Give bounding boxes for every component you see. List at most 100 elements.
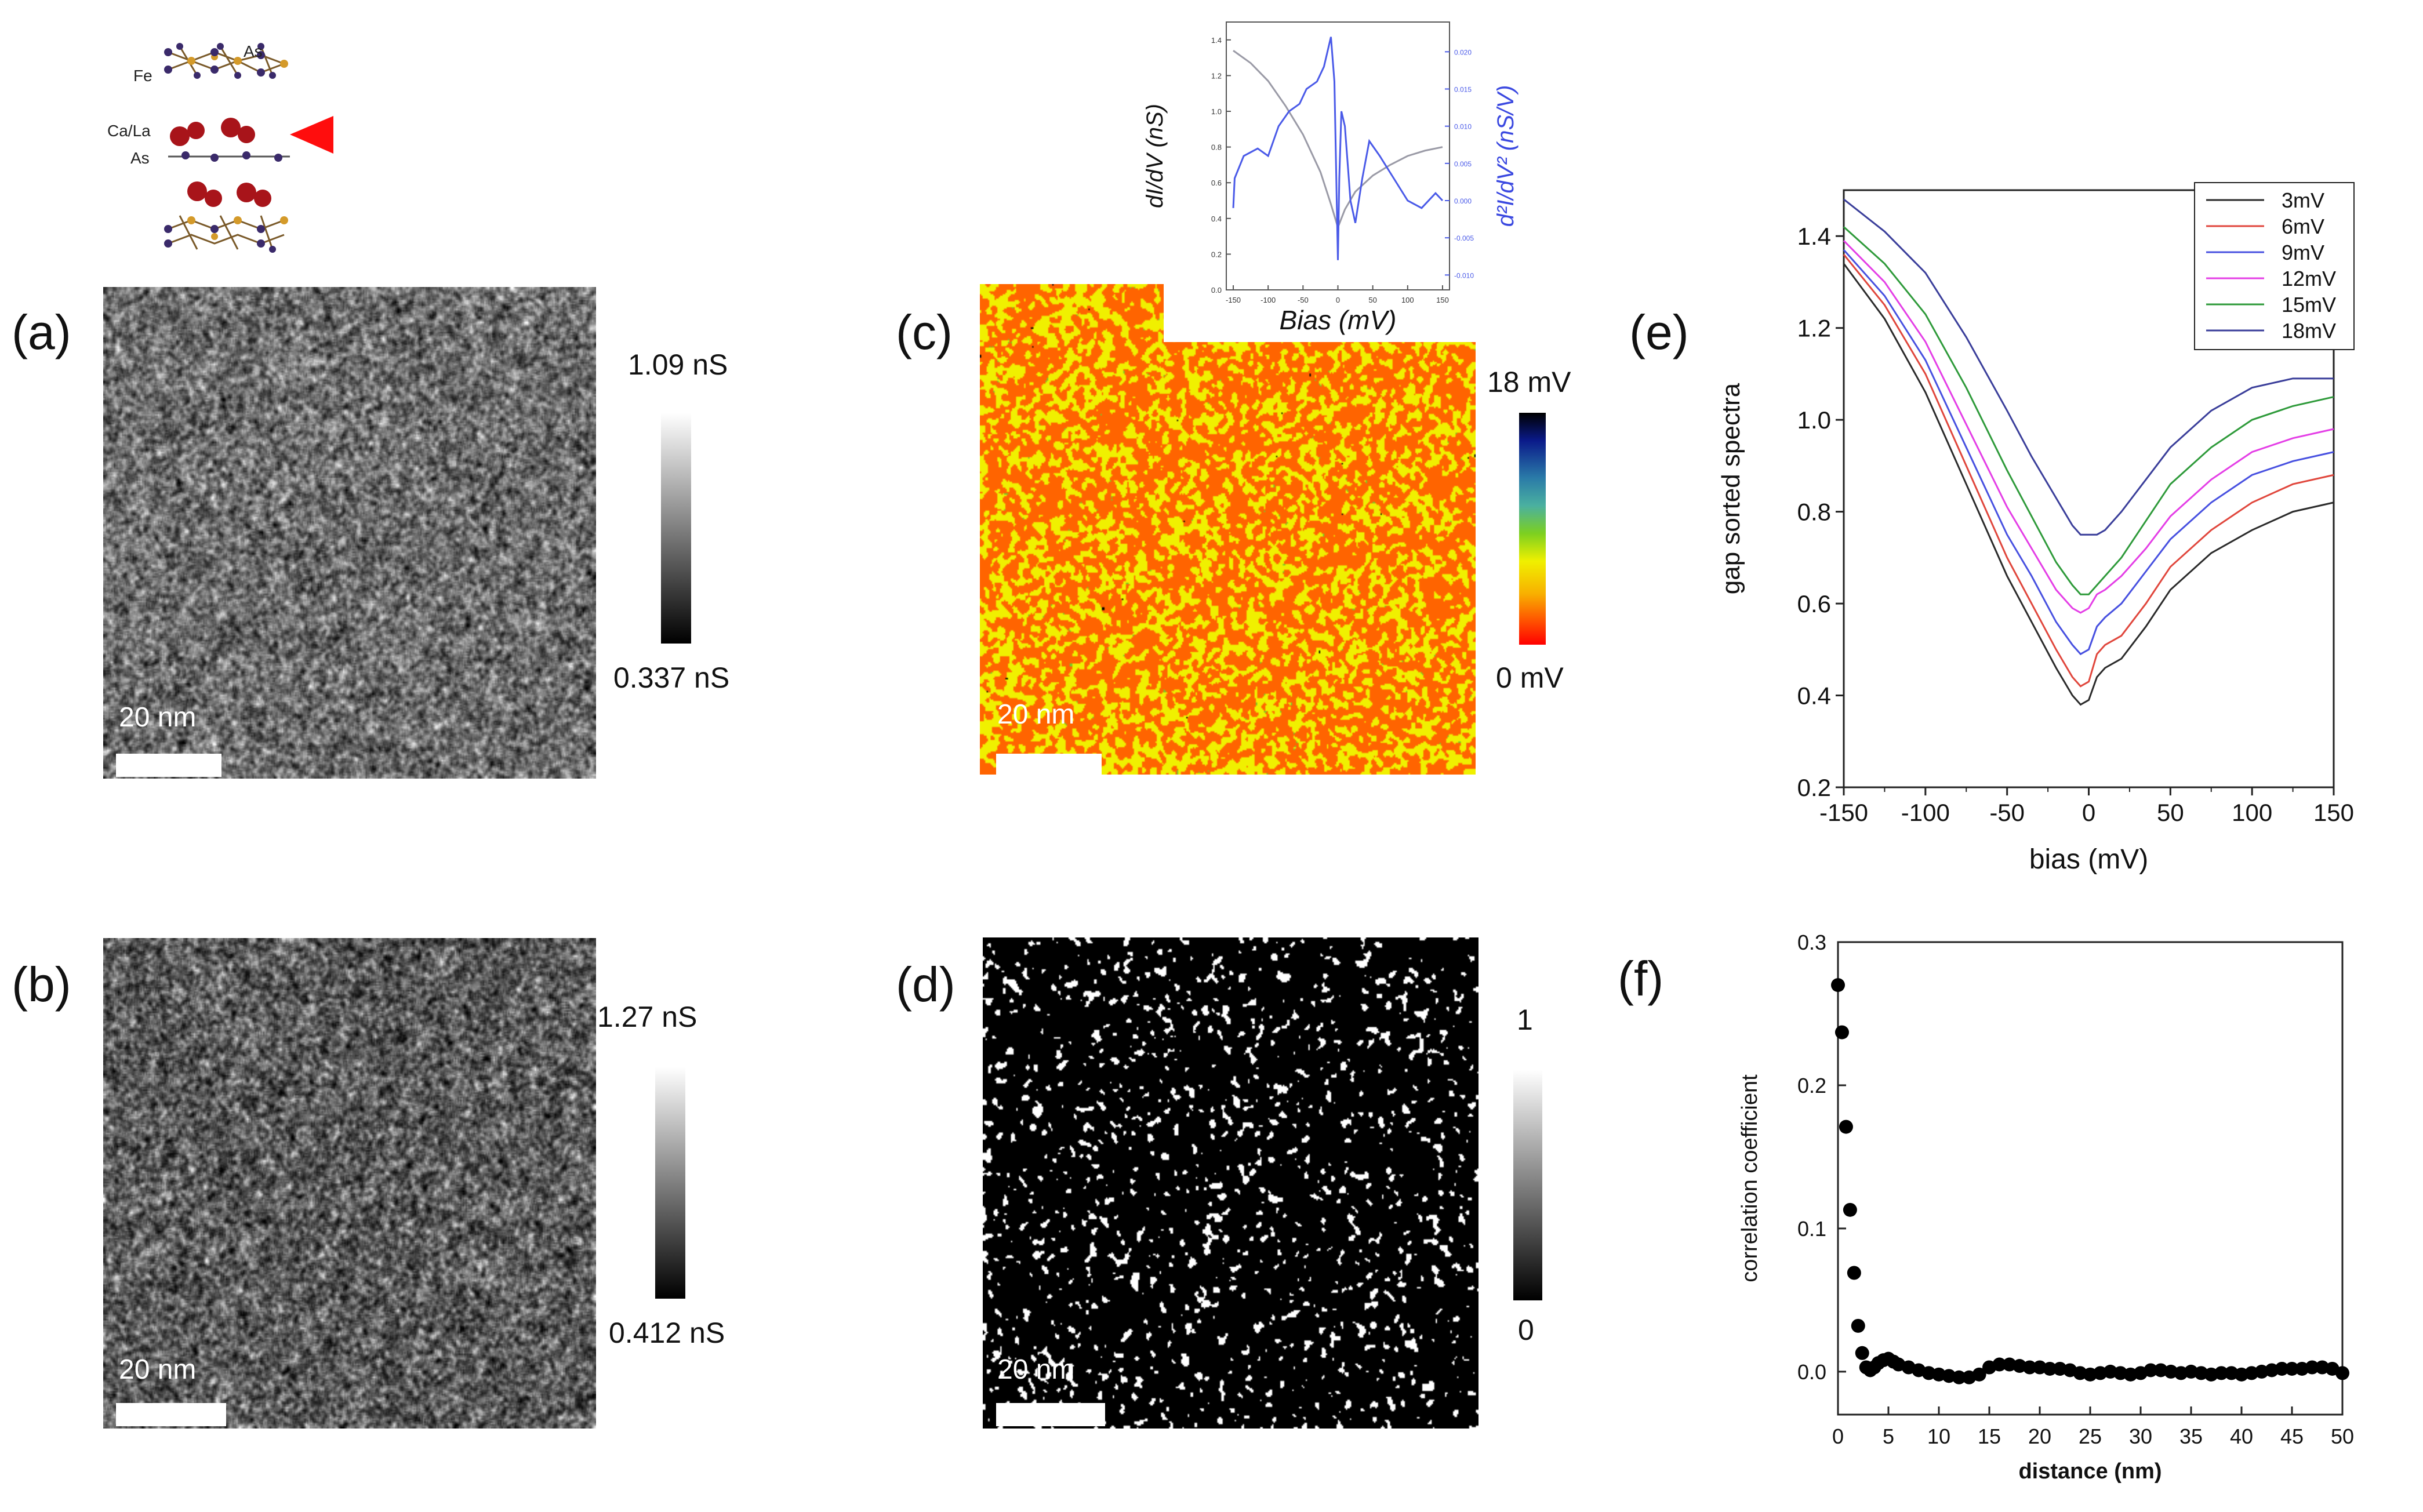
chart-e-xtick-label: 100 <box>2232 799 2272 826</box>
chart-f-ytick-label: 0.1 <box>1797 1217 1826 1241</box>
chart-f-point <box>2335 1366 2349 1380</box>
inset-xtick-label: -100 <box>1260 296 1276 304</box>
panel-label-e: (e) <box>1629 305 1689 359</box>
colorbar-a <box>661 413 691 644</box>
crystal-label-as-mid: As <box>130 149 150 167</box>
chart-f-xtick-label: 5 <box>1883 1424 1894 1448</box>
inset-ylabel-right: d²I/dV² (nS/V) <box>1493 85 1519 227</box>
correlation-chart: 0 5 10 15 20 25 30 35 40 45 50 0.0 0.1 0.2 0.3 distance… <box>1738 931 2354 1484</box>
inset-y2tick-label: 0.010 <box>1454 123 1472 131</box>
chart-e-ytick-label: 0.6 <box>1797 590 1831 617</box>
inset-ytick-label: 0.2 <box>1211 250 1222 259</box>
chart-e-xtick-label: -100 <box>1901 799 1950 826</box>
crystal-structure-diagram: Fe As Ca/La As <box>107 42 333 253</box>
chart-f-ytick-label: 0.0 <box>1797 1360 1826 1384</box>
inset-xtick-label: 150 <box>1436 296 1449 304</box>
inset-xtick-label: -150 <box>1226 296 1241 304</box>
chart-e-ytick-label: 0.4 <box>1797 682 1831 710</box>
inset-ylabel-left: dI/dV (nS) <box>1142 104 1168 208</box>
inset-ytick-label: 0.4 <box>1211 215 1222 223</box>
scalebar-label-a: 20 nm <box>119 702 197 733</box>
colorbar-max-a: 1.09 nS <box>628 348 728 381</box>
inset-y2tick-label: -0.005 <box>1454 234 1474 242</box>
chart-e-ylabel: gap sorted spectra <box>1717 383 1745 594</box>
map-c-notch <box>1164 272 1480 342</box>
inset-ytick-label: 0.0 <box>1211 286 1222 295</box>
chart-f-point <box>1992 1357 2007 1372</box>
inset-ytick-label: 1.0 <box>1211 107 1222 116</box>
panel-label-b: (b) <box>12 957 71 1012</box>
chart-f-xtick-label: 30 <box>2129 1424 2152 1448</box>
colorbar-min-b: 0.412 nS <box>609 1317 725 1349</box>
chart-e-series-12mV <box>1843 240 2334 614</box>
colorbar-max-d: 1 <box>1517 1004 1533 1036</box>
scalebar-a <box>116 754 221 777</box>
chart-e-legend-label: 3mV <box>2282 188 2324 212</box>
scalebar-b <box>116 1403 226 1426</box>
inset-y2tick-label: 0.020 <box>1454 48 1472 56</box>
chart-f-point <box>2305 1360 2319 1375</box>
chart-e-xlabel: bias (mV) <box>2029 844 2148 875</box>
crystal-label-fe: Fe <box>133 67 152 85</box>
scalebar-c <box>996 754 1102 775</box>
chart-e-xtick-label: 0 <box>2082 799 2095 826</box>
chart-f-ytick-label: 0.3 <box>1797 931 1826 954</box>
gap-sorted-spectra-chart: -150 -100 -50 0 50 100 150 0.2 0.4 0.6 0.8 1.0 1.2 1.… <box>1717 182 2355 875</box>
colorbar-min-a: 0.337 nS <box>613 662 730 694</box>
chart-f-xtick-label: 40 <box>2230 1424 2253 1448</box>
gap-map-c <box>980 284 1476 775</box>
colorbar-min-c: 0 mV <box>1496 662 1564 694</box>
chart-f-point <box>1851 1318 1865 1333</box>
scalebar-label-d: 20 nm <box>997 1354 1075 1385</box>
inset-series-d2idv2 <box>1232 37 1444 260</box>
chart-e-xtick-label: -50 <box>1989 799 2025 826</box>
chart-e-xtick-label: 150 <box>2313 799 2354 826</box>
chart-f-xtick-label: 20 <box>2028 1424 2051 1448</box>
chart-e-xtick-label: 50 <box>2157 799 2184 826</box>
colorbar-b <box>655 1067 685 1299</box>
chart-e-legend-label: 9mV <box>2282 241 2324 264</box>
scalebar-label-b: 20 nm <box>119 1354 197 1385</box>
chart-f-frame <box>1837 941 2344 1416</box>
chart-f-point <box>2043 1361 2057 1376</box>
chart-e-series-18mV <box>1843 198 2334 536</box>
chart-e-legend-label: 6mV <box>2282 215 2324 238</box>
conductance-map-a <box>103 287 596 779</box>
chart-e-series-9mV <box>1843 249 2334 656</box>
chart-e-ytick-label: 0.2 <box>1797 774 1831 801</box>
layer-marker-arrow-icon <box>290 116 333 154</box>
chart-f-ytick-label: 0.2 <box>1797 1074 1826 1097</box>
scalebar-label-c: 20 nm <box>997 699 1075 730</box>
inset-xtick-label: 0 <box>1336 296 1340 304</box>
binary-map-d <box>983 937 1478 1429</box>
conductance-map-b <box>103 938 596 1429</box>
chart-f-xtick-label: 45 <box>2280 1424 2304 1448</box>
inset-spectrum-chart: -150 -100 -50 0 50 100 150 0.0 0.2 0.4 0.6 0.8 1.0 1.… <box>1142 21 1519 335</box>
chart-f-point <box>2275 1361 2289 1376</box>
chart-f-xtick-label: 50 <box>2331 1424 2354 1448</box>
inset-y2tick-label: 0.005 <box>1454 160 1472 168</box>
inset-ytick-label: 0.8 <box>1211 143 1222 152</box>
colorbar-d <box>1513 1070 1542 1300</box>
inset-xlabel: Bias (mV) <box>1280 305 1397 335</box>
chart-e-ytick-label: 1.2 <box>1797 315 1831 342</box>
chart-f-point <box>1834 1025 1849 1040</box>
chart-f-ylabel: correlation coefficient <box>1738 1074 1762 1282</box>
chart-f-point <box>1972 1367 1986 1382</box>
chart-f-point <box>2214 1366 2229 1380</box>
inset-y2tick-label: 0.000 <box>1454 197 1472 205</box>
panel-label-f: (f) <box>1618 951 1664 1006</box>
chart-e-ytick-label: 1.0 <box>1797 406 1831 434</box>
inset-y2tick-label: 0.015 <box>1454 86 1472 94</box>
chart-f-point <box>2285 1361 2299 1376</box>
chart-f-xtick-label: 10 <box>1927 1424 1950 1448</box>
inset-ytick-label: 1.2 <box>1211 71 1222 80</box>
scalebar-d <box>996 1403 1105 1426</box>
chart-f-xlabel: distance (nm) <box>2018 1459 2162 1484</box>
inset-y2tick-label: -0.010 <box>1454 271 1474 279</box>
colorbar-max-b: 1.27 nS <box>597 1001 698 1033</box>
chart-e-legend <box>2194 182 2355 350</box>
chart-f-xtick-label: 35 <box>2179 1424 2203 1448</box>
crystal-label-as-top: As <box>244 42 263 60</box>
chart-f-xtick-label: 0 <box>1832 1424 1844 1448</box>
